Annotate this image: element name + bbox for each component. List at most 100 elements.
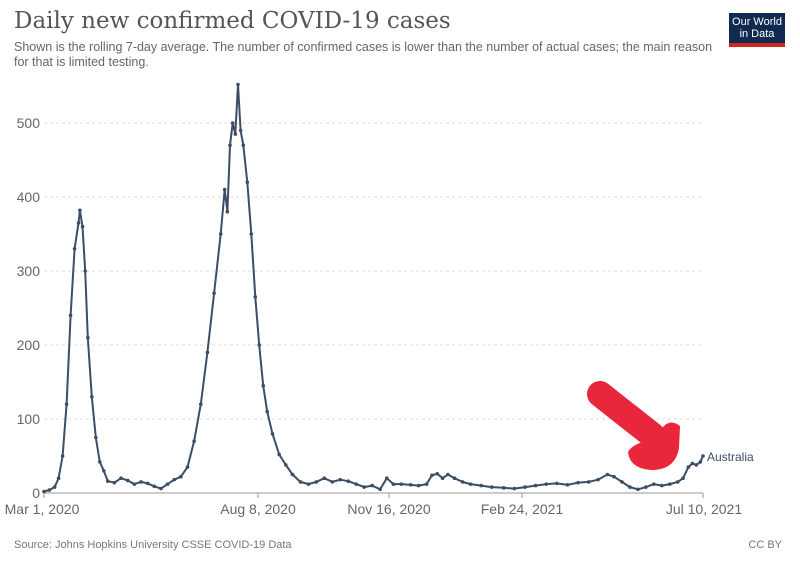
data-point[interactable] xyxy=(60,454,65,458)
data-point[interactable] xyxy=(249,232,254,236)
data-point[interactable] xyxy=(253,295,258,299)
data-point[interactable] xyxy=(675,480,680,484)
data-point[interactable] xyxy=(230,121,235,125)
data-point[interactable] xyxy=(399,482,404,486)
data-point[interactable] xyxy=(391,482,396,486)
data-point[interactable] xyxy=(596,477,600,482)
data-point[interactable] xyxy=(76,221,81,225)
data-point[interactable] xyxy=(236,82,240,87)
data-point[interactable] xyxy=(86,335,90,340)
data-point[interactable] xyxy=(228,143,232,147)
data-point[interactable] xyxy=(636,487,640,492)
data-point[interactable] xyxy=(56,476,61,481)
data-point[interactable] xyxy=(446,472,450,477)
data-point[interactable] xyxy=(145,481,150,486)
data-point[interactable] xyxy=(78,208,82,213)
data-point[interactable] xyxy=(139,480,143,484)
data-point[interactable] xyxy=(586,480,591,484)
data-point[interactable] xyxy=(544,482,549,486)
data-point[interactable] xyxy=(105,479,110,483)
data-point[interactable] xyxy=(261,383,266,388)
data-point[interactable] xyxy=(346,479,351,483)
data-point[interactable] xyxy=(430,473,434,478)
data-point[interactable] xyxy=(165,482,170,486)
data-point[interactable] xyxy=(192,439,196,444)
data-point[interactable] xyxy=(284,463,288,467)
data-point[interactable] xyxy=(424,482,429,486)
data-point[interactable] xyxy=(489,485,494,489)
data-point[interactable] xyxy=(576,480,580,485)
data-point[interactable] xyxy=(512,486,517,491)
data-point[interactable] xyxy=(698,460,703,464)
data-point[interactable] xyxy=(452,476,457,481)
data-point[interactable] xyxy=(660,483,664,488)
data-point[interactable] xyxy=(265,409,270,414)
data-point[interactable] xyxy=(306,482,311,486)
series-label[interactable]: Australia xyxy=(707,450,754,464)
data-point[interactable] xyxy=(212,291,216,296)
data-point[interactable] xyxy=(152,484,157,489)
data-point[interactable] xyxy=(435,471,440,476)
data-point[interactable] xyxy=(330,480,335,484)
data-point[interactable] xyxy=(555,481,559,486)
data-point[interactable] xyxy=(362,485,366,489)
data-point[interactable] xyxy=(125,478,130,483)
data-point[interactable] xyxy=(628,485,632,489)
data-point[interactable] xyxy=(408,483,413,487)
data-point[interactable] xyxy=(80,224,85,229)
data-point[interactable] xyxy=(257,343,262,347)
data-point[interactable] xyxy=(159,486,163,491)
data-point[interactable] xyxy=(322,476,327,481)
data-point[interactable] xyxy=(460,480,465,484)
data-point[interactable] xyxy=(314,480,319,484)
data-point[interactable] xyxy=(245,180,250,184)
data-point[interactable] xyxy=(652,482,656,486)
data-point[interactable] xyxy=(185,465,190,469)
data-point[interactable] xyxy=(354,482,359,486)
data-point[interactable] xyxy=(42,489,46,494)
data-point[interactable] xyxy=(378,487,382,492)
data-point[interactable] xyxy=(241,143,246,147)
data-point[interactable] xyxy=(222,187,227,192)
data-point[interactable] xyxy=(90,395,94,399)
data-point[interactable] xyxy=(233,132,238,136)
data-point[interactable] xyxy=(179,474,183,479)
data-point[interactable] xyxy=(172,477,177,482)
data-point[interactable] xyxy=(132,482,137,486)
data-point[interactable] xyxy=(72,247,77,251)
data-point[interactable] xyxy=(119,476,123,481)
data-point[interactable] xyxy=(225,210,230,214)
data-point[interactable] xyxy=(101,469,106,473)
data-point[interactable] xyxy=(440,476,445,481)
data-point[interactable] xyxy=(501,486,506,490)
data-point[interactable] xyxy=(694,463,699,467)
data-point[interactable] xyxy=(112,480,117,485)
source-note[interactable]: Source: Johns Hopkins University CSSE CO… xyxy=(14,539,292,551)
data-point[interactable] xyxy=(238,128,243,133)
data-point[interactable] xyxy=(686,465,691,469)
data-point[interactable] xyxy=(612,474,616,479)
data-point[interactable] xyxy=(523,485,527,489)
data-point[interactable] xyxy=(605,472,610,477)
data-point[interactable] xyxy=(277,452,281,457)
series-line[interactable] xyxy=(43,83,704,493)
data-point[interactable] xyxy=(701,454,705,458)
data-point[interactable] xyxy=(47,488,52,492)
data-point[interactable] xyxy=(384,476,389,481)
data-point[interactable] xyxy=(298,480,303,484)
data-point[interactable] xyxy=(52,485,57,489)
data-point[interactable] xyxy=(338,477,343,482)
data-point[interactable] xyxy=(98,460,102,464)
data-point[interactable] xyxy=(667,482,672,486)
data-point[interactable] xyxy=(83,269,87,273)
data-point[interactable] xyxy=(479,483,483,488)
license-link[interactable]: CC BY xyxy=(748,539,782,551)
data-point[interactable] xyxy=(94,435,98,440)
data-point[interactable] xyxy=(68,313,73,318)
data-point[interactable] xyxy=(644,485,648,489)
data-point[interactable] xyxy=(620,480,624,484)
data-point[interactable] xyxy=(270,432,275,436)
data-point[interactable] xyxy=(416,483,421,488)
data-point[interactable] xyxy=(565,483,570,487)
data-point[interactable] xyxy=(198,402,203,407)
